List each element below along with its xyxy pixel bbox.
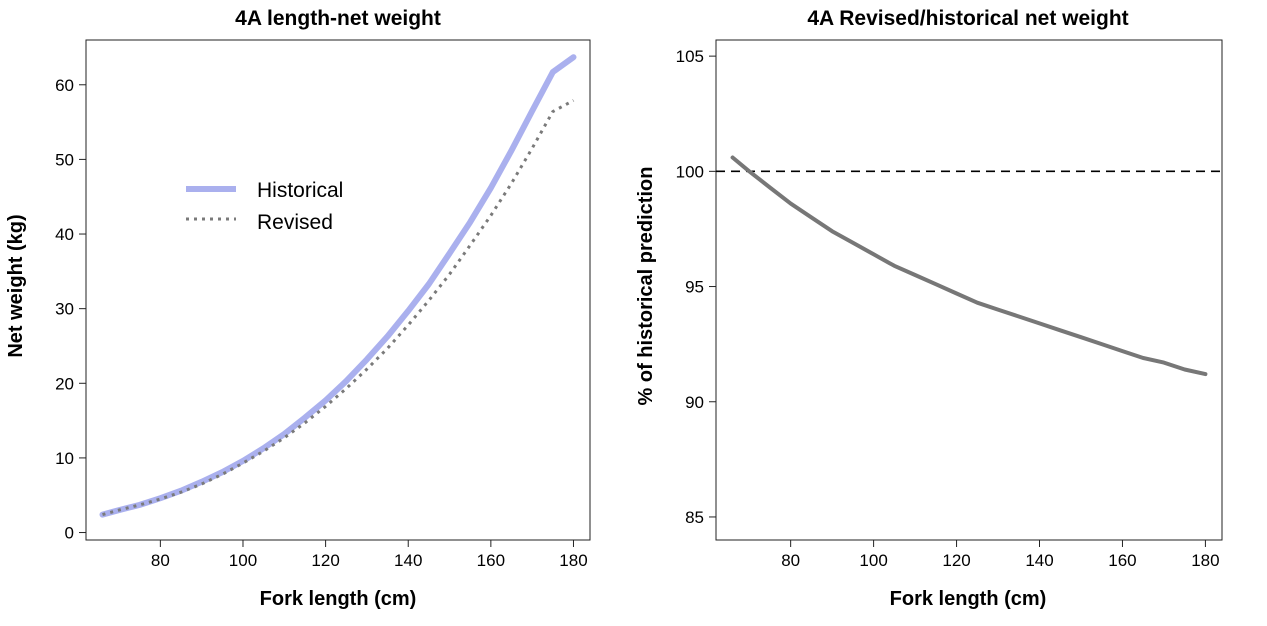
left-series-historical-line [99,54,577,518]
right-x-tick-label: 180 [1191,551,1219,570]
right-chart-ylabel: % of historical prediction [635,167,657,406]
left-chart-title: 4A length-net weight [235,7,441,30]
left-y-tick-label: 0 [65,524,74,543]
right-x-tick-label: 80 [781,551,800,570]
left-y-tick-label: 20 [55,374,74,393]
legend-historical-label: Historical [257,179,343,202]
left-y-tick-label: 40 [55,225,74,244]
right-x-tick-label: 100 [859,551,887,570]
left-y-tick-label: 10 [55,449,74,468]
right-plot-frame [715,39,1223,541]
left-x-tick-label: 180 [559,551,587,570]
left-y-tick-label: 50 [55,150,74,169]
left-y-tick-label: 30 [55,300,74,319]
left-x-tick-label: 160 [477,551,505,570]
left-chart-legend: Historical Revised [186,179,343,234]
left-x-tick-label: 140 [394,551,422,570]
left-x-tick-label: 120 [311,551,339,570]
right-x-tick-label: 140 [1025,551,1053,570]
right-y-tick-label: 100 [676,162,704,181]
legend-revised-label: Revised [257,211,333,234]
right-chart-title: 4A Revised/historical net weight [807,7,1128,30]
right-y-tick-label: 85 [685,508,704,527]
right-chart-panel: 4A Revised/historical net weight Fork le… [635,7,1223,610]
right-series-ratio-line [730,155,1208,377]
right-chart-xlabel: Fork length (cm) [890,588,1047,610]
right-x-tick-label: 120 [942,551,970,570]
left-y-tick-label: 60 [55,76,74,95]
left-x-tick-label: 80 [151,551,170,570]
right-y-tick-label: 90 [685,393,704,412]
left-series-revised-line [102,99,575,517]
right-y-tick-label: 95 [685,278,704,297]
left-chart-xlabel: Fork length (cm) [260,588,417,610]
left-chart-ylabel: Net weight (kg) [5,214,27,357]
left-chart-panel: 4A length-net weight Fork length (cm) Ne… [5,7,591,610]
right-x-tick-label: 160 [1108,551,1136,570]
right-y-tick-label: 105 [676,47,704,66]
left-x-tick-label: 100 [229,551,257,570]
left-plot-frame [85,39,591,541]
